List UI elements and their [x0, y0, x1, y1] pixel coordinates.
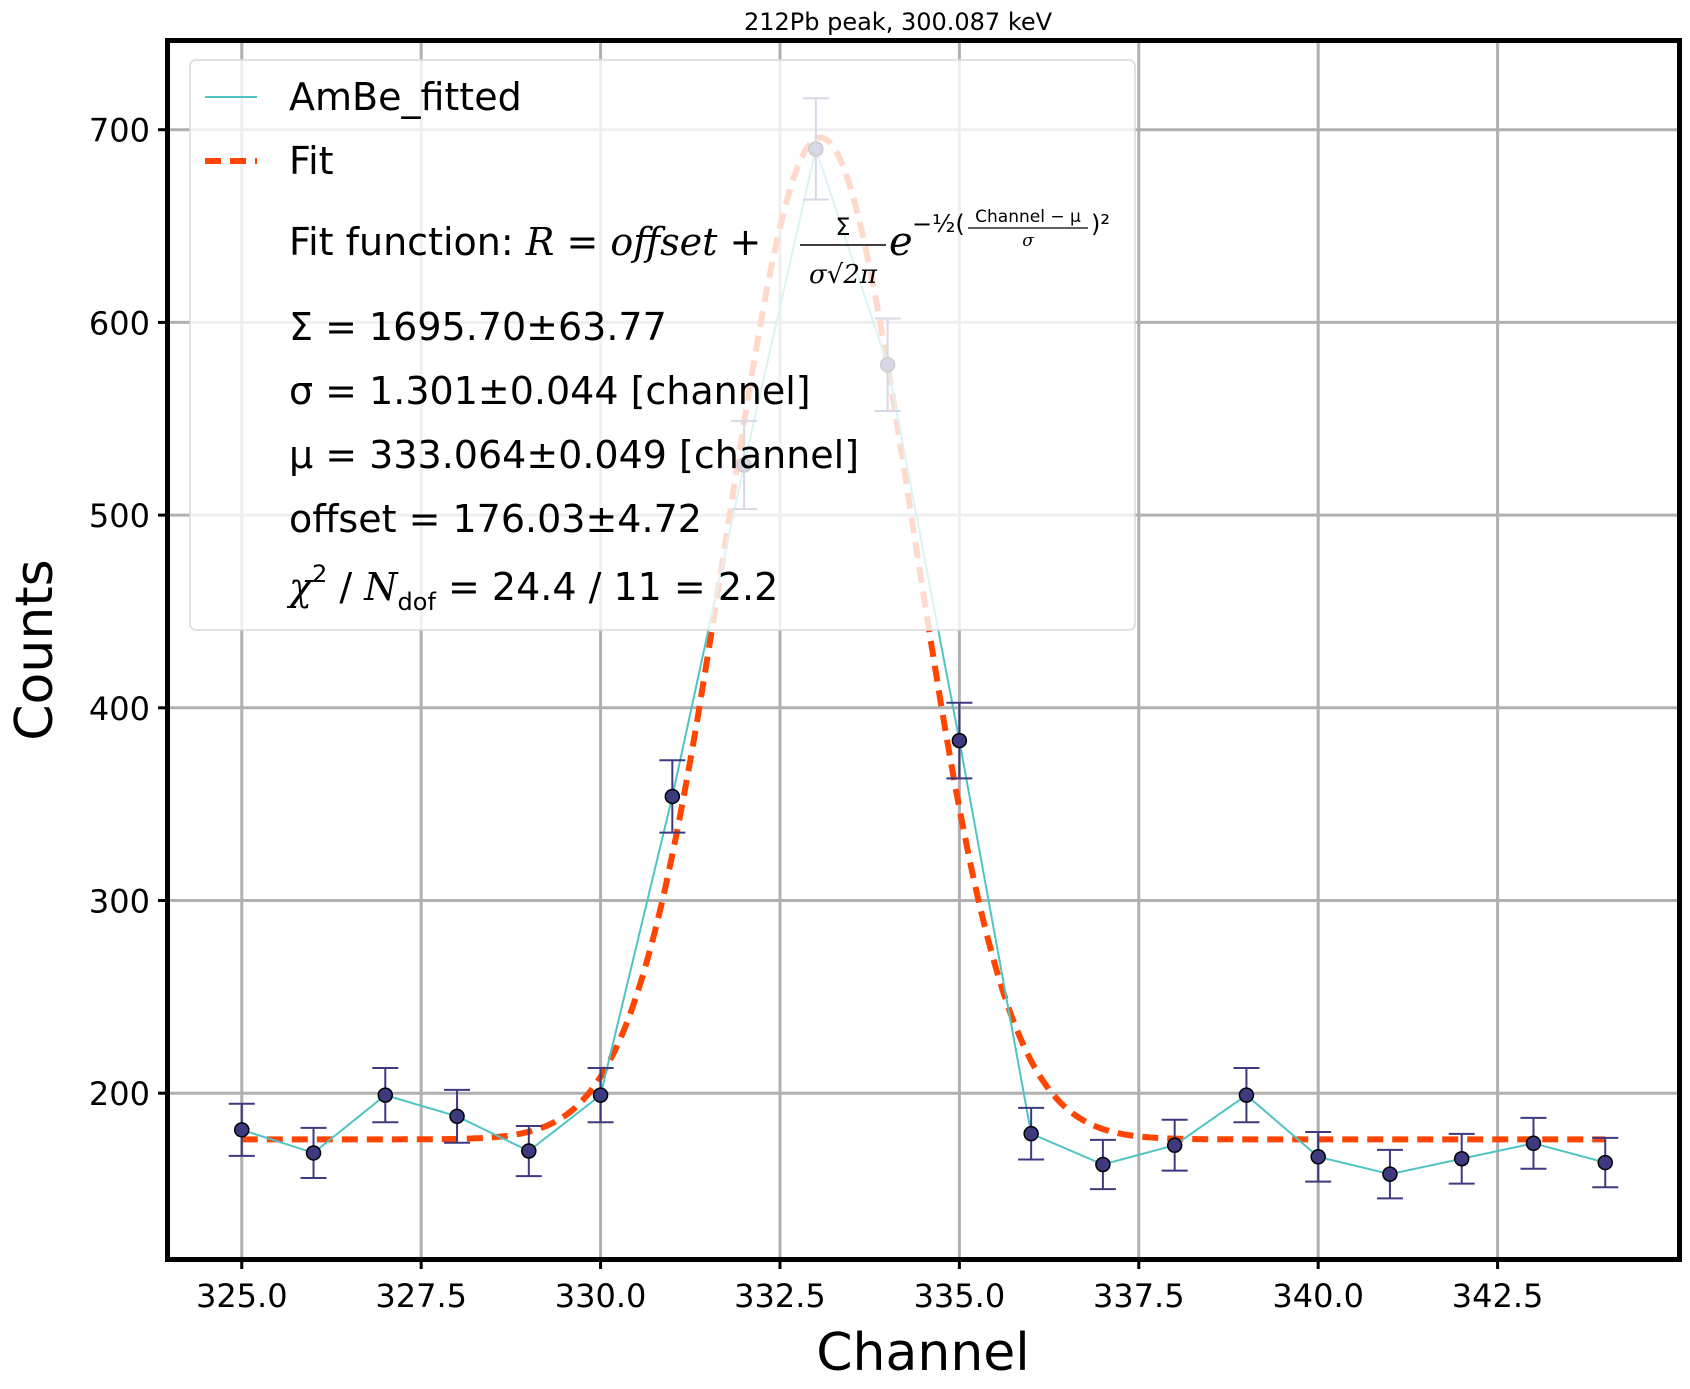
y-tick-label: 600	[89, 304, 150, 342]
data-point	[1023, 1125, 1039, 1142]
fit-function-plus: +	[717, 220, 761, 264]
chi-value: = 24.4 / 11 = 2.2	[436, 565, 778, 609]
ndof-n: N	[363, 565, 399, 609]
data-point	[305, 1145, 322, 1161]
y-tick-label: 300	[89, 883, 150, 921]
fit-exp-close: )²	[1091, 210, 1110, 238]
fit-exp-frac-den: σ	[1022, 231, 1034, 251]
x-tick-label: 335.0	[914, 1277, 1006, 1315]
fit-frac-den: σ√2π	[809, 260, 878, 290]
fit-exp-power: −½(	[912, 210, 965, 238]
fit-param-mu: μ = 333.064±0.049 [channel]	[289, 433, 859, 477]
data-point	[1166, 1137, 1183, 1153]
data-point	[521, 1143, 537, 1159]
data-point	[1525, 1135, 1542, 1152]
chi-sup: 2	[312, 560, 327, 588]
data-point	[1095, 1156, 1111, 1173]
y-tick-label: 400	[89, 690, 150, 728]
x-axis-label: Channel	[816, 1323, 1029, 1383]
data-point	[1310, 1149, 1326, 1165]
fit-function-formula: Fit function: R = offset + Σ σ√2π e −½( …	[289, 207, 1110, 290]
legend-label-ambe-fitted: AmBe_fitted	[289, 75, 522, 119]
data-point	[234, 1122, 250, 1138]
fit-function-eq: =	[554, 220, 610, 264]
ndof-sub: dof	[398, 588, 437, 616]
data-point	[1238, 1087, 1255, 1103]
fit-param-sigma: σ = 1.301±0.044 [channel]	[289, 369, 811, 413]
axis-ticks: 325.0 327.5 330.0 332.5 335.0 337.5 340.0 342.5…	[89, 112, 1543, 1315]
data-point	[592, 1087, 609, 1103]
fit-function-text: Fit function: R = offset +	[289, 220, 761, 264]
x-tick-label: 340.0	[1272, 1277, 1364, 1315]
data-point	[951, 732, 968, 749]
chart-title: 212Pb peak, 300.087 keV	[744, 8, 1053, 36]
x-tick-label: 332.5	[734, 1277, 826, 1315]
x-tick-label: 342.5	[1452, 1277, 1544, 1315]
x-tick-label: 327.5	[375, 1277, 467, 1315]
x-tick-label: 330.0	[555, 1277, 647, 1315]
plot-frame	[165, 38, 1682, 1262]
y-tick-label: 200	[89, 1075, 150, 1113]
chi-symbol: χ	[286, 565, 314, 609]
legend-box	[189, 59, 1136, 631]
data-point	[1382, 1166, 1398, 1182]
fit-function-offset: offset	[610, 220, 718, 264]
fit-chi-squared: χ2 / Ndof = 24.4 / 11 = 2.2	[286, 560, 778, 616]
y-tick-label: 700	[89, 112, 150, 150]
y-tick-label: 500	[89, 497, 150, 535]
fit-function-prefix: Fit function:	[289, 220, 526, 264]
x-tick-label: 325.0	[196, 1277, 288, 1315]
fit-exp-frac-num: Channel − μ	[975, 207, 1081, 227]
legend-label-fit: Fit	[289, 139, 334, 183]
data-point	[664, 788, 681, 805]
data-point	[449, 1108, 465, 1125]
chi-mid: /	[327, 565, 364, 609]
y-axis-label: Counts	[5, 559, 65, 741]
fit-function-r: R	[525, 220, 555, 264]
data-point	[377, 1087, 394, 1103]
fit-param-sigma-total: Σ = 1695.70±63.77	[289, 305, 667, 349]
legend: AmBe_fitted Fit Fit function: R = offset…	[189, 59, 1136, 631]
data-point	[1453, 1150, 1470, 1167]
fit-exp-base: e	[889, 219, 913, 265]
x-tick-label: 337.5	[1093, 1277, 1185, 1315]
fit-frac-num: Σ	[835, 213, 850, 241]
data-point	[1597, 1154, 1613, 1171]
fit-param-offset: offset = 176.03±4.72	[289, 497, 702, 541]
